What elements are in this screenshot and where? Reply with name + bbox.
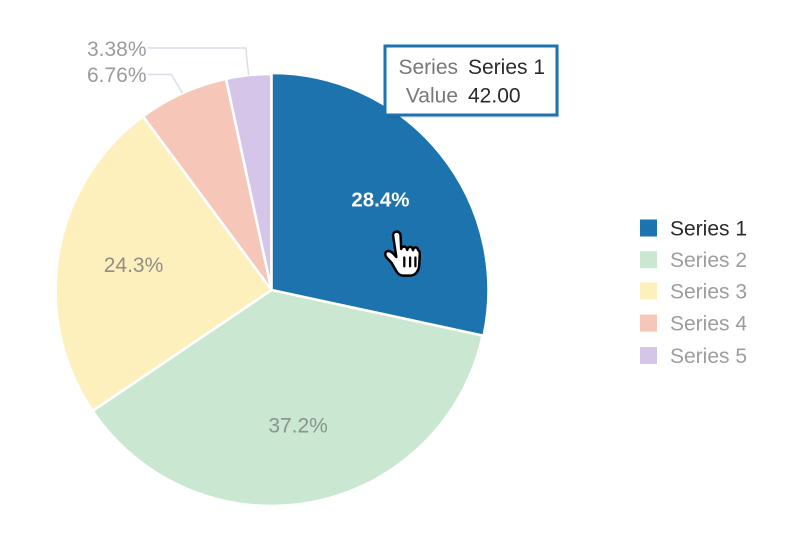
svg-text:37.2%: 37.2% [268,415,328,438]
svg-text:6.76%: 6.76% [87,64,147,87]
svg-text:24.3%: 24.3% [104,254,164,277]
svg-text:42.00: 42.00 [468,85,521,108]
svg-text:28.4%: 28.4% [351,189,409,212]
svg-text:Series 5: Series 5 [670,345,747,368]
svg-text:Series 1: Series 1 [468,56,545,79]
svg-text:Series 4: Series 4 [670,313,747,336]
svg-text:Value: Value [406,85,458,108]
svg-text:3.38%: 3.38% [87,38,147,61]
svg-text:Series: Series [398,56,458,79]
svg-text:Series 1: Series 1 [670,218,747,241]
svg-text:Series 2: Series 2 [670,249,747,272]
svg-text:Series 3: Series 3 [670,280,747,303]
